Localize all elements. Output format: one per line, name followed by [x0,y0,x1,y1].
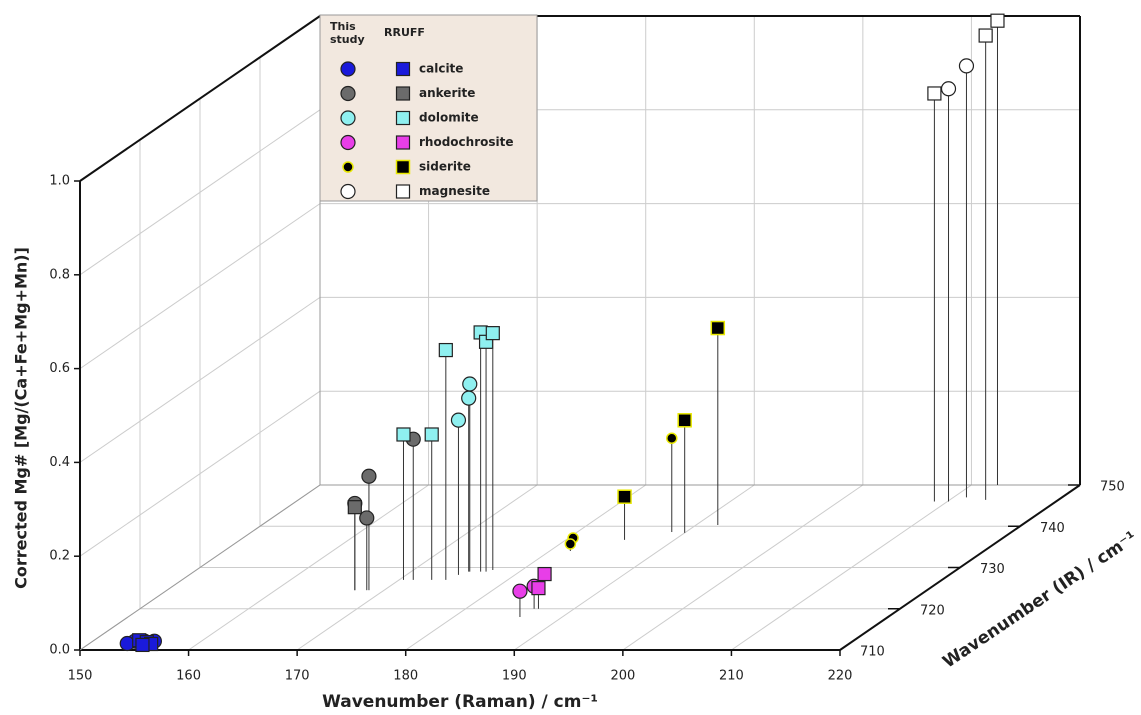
x-tick-label: 170 [285,669,310,684]
grid-line [79,296,321,463]
point-square [485,326,500,341]
point [450,412,467,428]
point-square [978,28,993,43]
grid-line [79,203,321,370]
point-square [396,427,411,442]
point [666,432,678,444]
y-tick-label: 710 [860,645,885,660]
x-tick-label: 210 [719,669,744,684]
legend-marker [340,110,356,126]
z-tick-label: 1.0 [49,174,70,189]
frame-line [79,15,321,182]
point-square [617,489,632,504]
x-tick-label: 220 [828,669,853,684]
point [359,510,375,526]
point [564,538,577,550]
legend-label: calcite [419,62,463,76]
x-axis-label: Wavenumber (Raman) / cm⁻¹ [322,692,598,712]
legend-marker [395,61,411,77]
y-tick-label: 730 [980,562,1005,577]
y-tick-label: 740 [1040,521,1065,536]
grid-line [79,390,321,557]
legend-marker [342,161,354,173]
point [361,468,377,484]
z-tick-label: 0.8 [49,267,70,282]
legend-label: siderite [419,160,471,174]
legend-marker [395,135,411,150]
point [958,58,975,74]
x-tick-label: 150 [68,669,93,684]
frame-line [79,484,321,651]
point-square [135,637,150,653]
point-square [927,86,942,101]
y-axis-label: Wavenumber (IR) / cm⁻¹ [939,528,1140,673]
y-tick-label: 720 [920,603,945,618]
point-square [438,342,453,358]
z-axis-label: Corrected Mg# [Mg/(Ca+Fe+Mg+Mn)] [12,247,31,589]
point [462,376,478,392]
z-tick-label: 0.6 [49,361,70,376]
legend-label: magnesite [419,184,490,198]
legend-header: RRUFF [384,26,425,39]
x-tick-label: 190 [502,669,527,684]
legend-label: ankerite [419,86,475,100]
point [940,81,957,97]
point [512,583,528,599]
legend-marker [395,159,411,175]
x-tick-label: 160 [176,669,201,684]
point-square [347,500,362,515]
legend-label: dolomite [419,111,479,125]
legend-marker [395,110,411,126]
point-square [537,566,552,582]
z-tick-label: 0.4 [49,455,70,470]
z-tick-label: 0.2 [49,549,70,564]
z-tick-label: 0.0 [49,643,70,658]
legend: calcite ankerite dolomite rhodochrosite side… [319,14,538,202]
legend-marker [395,184,411,199]
point [461,390,477,406]
legend-marker [340,85,356,102]
point-square [677,413,692,428]
x-tick-label: 180 [393,669,418,684]
legend-marker [395,86,411,101]
y-tick-label: 750 [1100,480,1125,495]
grid-line [79,109,321,276]
legend-label: rhodochrosite [419,135,514,149]
legend-header: This study [330,20,365,46]
legend-box [319,14,538,202]
legend-marker [340,61,356,77]
legend-marker [340,183,356,200]
x-tick-label: 200 [610,669,635,684]
point-square [531,581,546,596]
point-square [424,427,439,442]
legend-marker [340,134,356,151]
point-square [990,13,1005,28]
point-square [710,320,726,336]
